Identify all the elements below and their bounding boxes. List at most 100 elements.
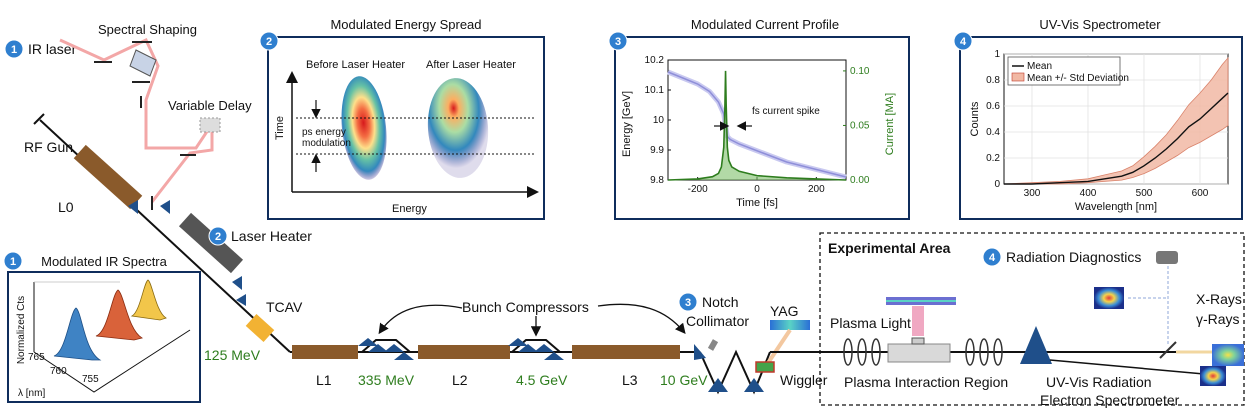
fs-spike-annotation: fs current spike <box>752 106 820 117</box>
badge-ir-spectra <box>3 251 23 271</box>
cp-current-line <box>667 70 847 181</box>
modulation-label: modulation <box>302 138 351 149</box>
wiggler-label: Wiggler <box>780 372 828 388</box>
uv-mean-line <box>1004 92 1229 185</box>
yag-screen <box>770 320 810 330</box>
uv-xtick-label-1: 400 <box>1080 188 1097 199</box>
cp-xtick-label-0: -200 <box>688 184 708 195</box>
after-heater-phase-space <box>427 78 489 178</box>
current-profile-frame <box>614 36 910 220</box>
legend-mean-label: Mean <box>1027 61 1052 72</box>
l1-label: L1 <box>316 372 332 388</box>
grating-prism <box>129 49 157 77</box>
xrays-label: X-Rays <box>1196 291 1242 307</box>
uv-ytick-label-4: 0.8 <box>986 75 1000 86</box>
experimental-area-title: Experimental Area <box>828 240 951 256</box>
linac-l3 <box>572 345 680 359</box>
tcav-label: TCAV <box>266 299 303 315</box>
uvvis-plot: 300 400 500 600 0 0.2 0.4 0.6 0.8 1 <box>986 49 1229 199</box>
l2-label: L2 <box>452 372 468 388</box>
uv-xtick-label-3: 600 <box>1192 188 1209 199</box>
ir-laser-section: 1 IR laser Spectral Shaping Variable Del… <box>4 22 252 210</box>
ir-tick-755: 755 <box>82 374 99 385</box>
ir-spectra-xlabel: λ [nm] <box>18 388 45 399</box>
badge-laser-heater-num: 2 <box>215 231 221 243</box>
badge-current-profile-num: 3 <box>615 36 621 48</box>
badge-current-profile <box>608 31 628 51</box>
cp-xtick-label-2: 200 <box>808 184 825 195</box>
plasma-light-beam <box>912 306 924 336</box>
rf-gun-cathode <box>33 113 45 125</box>
energy-spread-title: Modulated Energy Spread <box>330 17 481 32</box>
energy-spread-ylabel: Time <box>274 116 286 140</box>
legend-std-label: Mean +/- Std Deviation <box>1027 73 1129 84</box>
uvvis-xlabel: Wavelength [nm] <box>1075 201 1157 213</box>
badge-energy-spread <box>259 31 279 51</box>
badge-uvvis-num: 4 <box>960 36 967 48</box>
uv-ytick-label-5: 1 <box>994 49 1000 60</box>
ir-tick-765: 765 <box>28 352 45 363</box>
electron-spectrometer-beam <box>1049 359 1205 375</box>
collimator-label: Collimator <box>686 313 749 329</box>
energy-335-label: 335 MeV <box>358 372 415 388</box>
ir-spectra-ylabel: Normalized Cts <box>16 296 27 364</box>
cp-energy-line <box>667 71 847 178</box>
uv-vis-camera <box>1156 251 1178 264</box>
cp-ytick-label-4: 10.2 <box>645 55 665 66</box>
badge-ir-laser <box>4 39 24 59</box>
ir-tick-760: 760 <box>50 366 67 377</box>
electron-spectrometer-caption: Electron Spectrometer <box>1040 392 1180 408</box>
notch-label: Notch <box>702 294 739 310</box>
wiggler <box>755 361 775 373</box>
energy-125-label: 125 MeV <box>204 347 261 363</box>
plasma-light-label: Plasma Light <box>830 315 911 331</box>
ir-spectrum-yellow <box>130 279 167 321</box>
dogleg-magnet-b <box>708 378 728 392</box>
badge-ir-laser-num: 1 <box>11 44 17 56</box>
energy-spread-frame <box>267 36 545 220</box>
cp-xtick-label-1: 0 <box>754 184 760 195</box>
plasma-cell-window <box>911 337 925 345</box>
linac-l2 <box>418 345 510 359</box>
ps-energy-label: ps energy <box>302 127 346 138</box>
linac-l0 <box>73 144 143 210</box>
bunch-compressors-label: Bunch Compressors <box>462 299 589 315</box>
bunch-compressor-2 <box>508 338 564 360</box>
uv-vis-spot <box>1094 287 1124 309</box>
l3-label: L3 <box>622 372 638 388</box>
uv-std-band <box>1003 56 1229 185</box>
bc-arrow-right <box>597 303 686 335</box>
pickoff-mirror <box>1159 341 1177 359</box>
main-linac: L1 335 MeV L2 4.5 GeV L3 10 GeV Bunch Co… <box>290 299 708 388</box>
after-laser-heater-label: After Laser Heater <box>426 59 516 71</box>
badge-uvvis <box>953 31 973 51</box>
l0-label: L0 <box>58 199 74 215</box>
experimental-area: Experimental Area 4 Radiation Diagnostic… <box>819 232 1245 406</box>
notch-wiggler-section: 3 Notch Collimator YAG Wiggler <box>678 292 1212 395</box>
ir-laser-label: IR laser <box>28 41 77 57</box>
uv-xtick-label-2: 500 <box>1136 188 1153 199</box>
spectral-shaping-label: Spectral Shaping <box>98 22 197 37</box>
chicane-magnet-2 <box>160 200 170 214</box>
panel-ir-spectra: 1 Modulated IR Spectra Normalized Cts 76… <box>3 251 201 403</box>
uv-ytick-label-0: 0 <box>994 179 1000 190</box>
chicane-magnet-1 <box>128 200 138 214</box>
xray-screen <box>1212 344 1244 366</box>
ir-axis-base <box>33 329 191 393</box>
dogleg-magnet-2 <box>236 294 246 306</box>
cp-y2tick-label-1: 0.05 <box>850 120 870 131</box>
rf-gun-label: RF Gun <box>24 139 73 155</box>
variable-delay-label: Variable Delay <box>168 98 252 113</box>
before-laser-heater-label: Before Laser Heater <box>306 59 405 71</box>
energy-spread-xlabel: Energy <box>392 203 427 215</box>
linac-l1 <box>292 345 358 359</box>
spectrometer-dipole <box>1020 326 1052 364</box>
cp-ytick-label-1: 9.9 <box>650 145 664 156</box>
uv-ytick-label-3: 0.6 <box>986 101 1000 112</box>
uv-ytick-label-1: 0.2 <box>986 153 1000 164</box>
dogleg-magnet-1 <box>232 276 242 290</box>
notch-collimator-blade <box>707 339 719 351</box>
bc-arrow-left <box>378 304 463 335</box>
cp-ytick-label-0: 9.8 <box>650 175 664 186</box>
legend-std-swatch <box>1011 72 1025 82</box>
